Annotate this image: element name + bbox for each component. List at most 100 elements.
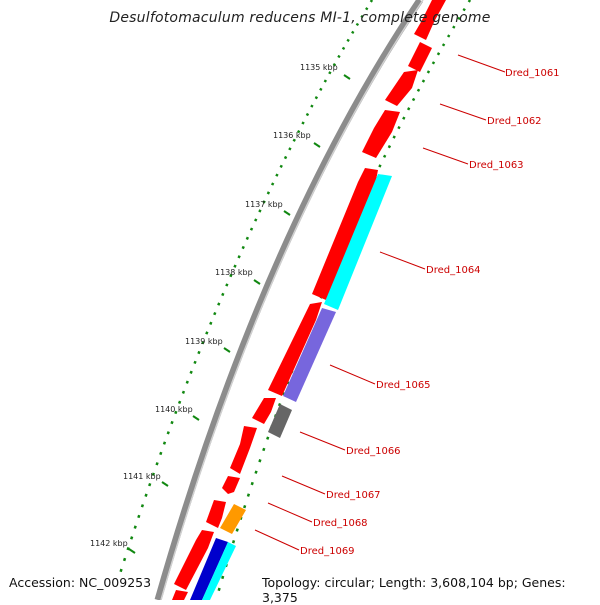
map-title: Desulfotomaculum reducens MI-1, complete…: [109, 10, 491, 26]
callout-line-1069: [254, 529, 300, 551]
gene-arrow-1066: [252, 398, 276, 424]
kbp-tick-1136: [313, 142, 321, 148]
tick-ring-outer-dot: [305, 112, 310, 117]
gene-arrow-1068: [206, 500, 226, 528]
tick-ring-outer-dot: [270, 182, 275, 186]
tick-ring-outer-dot: [229, 273, 233, 278]
tick-ring-outer-dot: [205, 331, 209, 335]
tick-ring-inner-dot: [217, 587, 221, 592]
tick-ring-outer-dot: [185, 380, 189, 384]
tick-ring-outer-dot: [177, 400, 182, 405]
gene-arrow-1061: [414, 0, 446, 40]
tick-ring-inner-dot: [387, 144, 392, 149]
tick-ring-outer-dot: [122, 557, 127, 562]
tick-ring-inner-dot: [431, 61, 436, 65]
callout-line-1062: [439, 103, 487, 121]
callout-lines: [254, 54, 506, 551]
tick-ring-outer-dot: [155, 462, 159, 466]
gene-label-1063[interactable]: Dred_1063: [469, 160, 524, 171]
tick-ring-inner-dot: [231, 540, 236, 544]
gene-arrow-1069: [174, 530, 214, 590]
gene-arrows-red: [172, 0, 446, 600]
tick-ring-outer-dot: [170, 420, 174, 425]
tick-ring-inner-dot: [378, 164, 382, 168]
tick-ring-outer-dot: [292, 138, 296, 142]
tick-ring-inner-dot: [221, 575, 225, 580]
tick-ring-inner-dot: [277, 402, 282, 407]
kbp-tick-1135: [343, 74, 351, 80]
tick-ring-outer: [119, 0, 374, 573]
tick-ring-outer-dot: [217, 302, 221, 306]
gene-label-1067[interactable]: Dred_1067: [326, 490, 381, 501]
tick-ring-inner-dot: [457, 16, 461, 21]
tick-ring-outer-dot: [249, 227, 254, 231]
tick-ring-outer-dot: [159, 451, 163, 456]
gene-arrow-1067: [222, 476, 240, 494]
tick-ring-outer-dot: [225, 283, 229, 287]
tick-ring-inner: [217, 0, 472, 592]
gene-arrow-1063: [362, 110, 400, 158]
kbp-tick-1137: [283, 210, 291, 216]
tick-ring-outer-dot: [166, 431, 170, 435]
gene-label-1065[interactable]: Dred_1065: [376, 380, 431, 391]
genome-summary-text: Topology: circular; Length: 3,608,104 bp…: [262, 575, 566, 605]
kbp-tick-1138: [253, 279, 261, 285]
feature-cyan: [324, 174, 392, 310]
gene-label-1062[interactable]: Dred_1062: [487, 116, 542, 127]
tick-ring-inner-dot: [262, 447, 266, 452]
tick-ring-outer-dot: [337, 54, 341, 59]
tick-ring-outer-dot: [360, 14, 364, 19]
tick-ring-outer-dot: [310, 104, 314, 108]
gene-label-1069[interactable]: Dred_1069: [300, 546, 355, 557]
tick-ring-inner-dot: [462, 8, 466, 12]
tick-ring-inner-dot: [411, 97, 416, 102]
callout-line-1064: [379, 251, 426, 270]
kbp-tick-1142: [128, 548, 136, 554]
tick-ring-inner-dot: [407, 107, 411, 111]
tick-ring-outer-dot: [162, 441, 167, 445]
tick-ring-inner-dot: [266, 436, 270, 440]
tick-ring-inner-dot: [382, 154, 387, 158]
tick-ring-outer-dot: [189, 370, 193, 374]
callout-line-1068: [267, 502, 313, 523]
kbp-label-1141: 1141 kbp: [123, 472, 161, 481]
tick-ring-outer-dot: [174, 410, 178, 415]
tick-ring-outer-dot: [133, 525, 137, 529]
tick-ring-outer-dot: [258, 209, 262, 213]
tick-ring-inner-dot: [436, 52, 441, 56]
gene-arrow-1062: [385, 70, 418, 106]
gene-label-1066[interactable]: Dred_1066: [346, 446, 401, 457]
gene-label-1068[interactable]: Dred_1068: [313, 518, 368, 529]
tick-ring-inner-dot: [254, 470, 258, 474]
tick-ring-outer-dot: [148, 482, 152, 487]
tick-ring-inner-dot: [250, 481, 254, 486]
tick-ring-outer-dot: [288, 147, 292, 151]
tick-ring-outer-dot: [181, 390, 186, 394]
tick-ring-outer-dot: [301, 121, 305, 125]
kbp-tick-1141: [161, 481, 169, 487]
tick-ring-outer-dot: [314, 96, 319, 100]
gene-labels: Dred_1061 Dred_1062 Dred_1063 Dred_1064 …: [300, 68, 560, 557]
tick-ring-outer-dot: [119, 568, 123, 573]
kbp-label-1142: 1142 kbp: [90, 539, 128, 548]
tick-ring-outer-dot: [319, 87, 323, 91]
tick-ring-outer-dot: [197, 350, 201, 355]
kbp-label-1137: 1137 kbp: [245, 200, 283, 209]
gene-label-1064[interactable]: Dred_1064: [426, 265, 481, 276]
gene-label-1061[interactable]: Dred_1061: [505, 68, 560, 79]
tick-ring-outer-dot: [279, 164, 283, 168]
tick-ring-outer-dot: [332, 62, 337, 67]
tick-ring-outer-dot: [213, 311, 217, 316]
gene-arrow-1065: [268, 302, 322, 396]
tick-ring-inner-dot: [243, 504, 247, 509]
kbp-label-1136: 1136 kbp: [273, 131, 311, 140]
tick-ring-outer-dot: [275, 173, 279, 177]
tick-ring-outer-dot: [144, 493, 148, 497]
accession-text: Accession: NC_009253: [9, 575, 152, 590]
genome-backbone: [154, 0, 423, 600]
tick-ring-outer-dot: [341, 46, 346, 51]
tick-ring-outer-dot: [365, 7, 369, 11]
tick-ring-inner-dot: [235, 528, 239, 532]
tick-ring-inner-dot: [397, 125, 401, 130]
tick-ring-inner-dot: [416, 88, 421, 92]
